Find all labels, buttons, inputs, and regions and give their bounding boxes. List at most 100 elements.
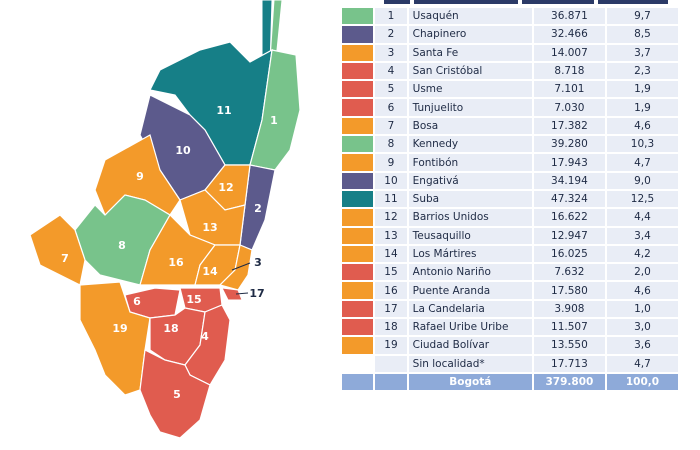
header-bar-pct	[598, 0, 668, 4]
color-swatch	[342, 300, 374, 318]
locality-name: Fontibón	[408, 154, 532, 171]
row-index: 16	[375, 282, 407, 299]
locality-name: Antonio Nariño	[408, 264, 532, 281]
color-swatch	[342, 136, 374, 153]
map-label-14: 14	[202, 265, 218, 278]
table-row: 11 Suba 47.324 12,5	[342, 190, 678, 208]
table-row: Sin localidad* 17.713 4,7	[342, 355, 678, 372]
map-label-12: 12	[218, 181, 233, 194]
locality-name: Tunjuelito	[408, 99, 532, 116]
total-name: Bogotá	[408, 373, 532, 391]
locality-name: Kennedy	[408, 136, 532, 153]
total-percent: 100,0	[606, 373, 678, 391]
color-swatch	[342, 172, 374, 189]
color-swatch	[342, 99, 374, 116]
locality-percent: 8,5	[606, 26, 678, 43]
table-row: 3 Santa Fe 14.007 3,7	[342, 44, 678, 61]
locality-value: 17.943	[533, 154, 605, 171]
map-label-13: 13	[202, 221, 217, 234]
map-label-3: 3	[254, 256, 262, 269]
locality-name: La Candelaria	[408, 300, 532, 318]
locality-name: Rafael Uribe Uribe	[408, 319, 532, 336]
locality-name: Ciudad Bolívar	[408, 337, 532, 354]
color-swatch	[342, 282, 374, 299]
row-index: 8	[375, 136, 407, 153]
table-row: 19 Ciudad Bolívar 13.550 3,6	[342, 337, 678, 354]
color-swatch	[342, 8, 374, 25]
row-index: 3	[375, 44, 407, 61]
locality-value: 16.025	[533, 245, 605, 263]
row-index: 18	[375, 319, 407, 336]
locality-value: 17.382	[533, 117, 605, 135]
locality-value: 16.622	[533, 209, 605, 226]
table-row: 18 Rafael Uribe Uribe 11.507 3,0	[342, 319, 678, 336]
leader-line-3	[231, 262, 251, 271]
locality-value: 32.466	[533, 26, 605, 43]
table-row: 2 Chapinero 32.466 8,5	[342, 26, 678, 43]
total-row: Bogotá 379.800 100,0	[342, 373, 678, 391]
locality-value: 7.632	[533, 264, 605, 281]
row-index: 6	[375, 99, 407, 116]
total-swatch	[342, 373, 374, 391]
map-label-11: 11	[216, 104, 231, 117]
locality-value: 47.324	[533, 190, 605, 208]
table-row: 8 Kennedy 39.280 10,3	[342, 136, 678, 153]
locality-percent: 3,4	[606, 227, 678, 244]
row-index: 1	[375, 8, 407, 25]
locality-value: 3.908	[533, 300, 605, 318]
locality-name: Usme	[408, 81, 532, 98]
map-label-10: 10	[175, 144, 191, 157]
locality-percent: 4,6	[606, 117, 678, 135]
locality-value: 17.580	[533, 282, 605, 299]
map-label-8: 8	[118, 239, 126, 252]
color-swatch	[342, 81, 374, 98]
color-swatch	[342, 44, 374, 61]
region-17	[221, 287, 243, 301]
total-index	[375, 373, 407, 391]
locality-percent: 1,9	[606, 99, 678, 116]
locality-name: San Cristóbal	[408, 62, 532, 80]
map-label-4: 4	[201, 330, 209, 343]
leader-line-17	[235, 292, 249, 295]
table-row: 12 Barrios Unidos 16.622 4,4	[342, 209, 678, 226]
color-swatch	[342, 190, 374, 208]
locality-percent: 9,7	[606, 8, 678, 25]
row-index: 13	[375, 227, 407, 244]
locality-name: Usaquén	[408, 8, 532, 25]
locality-percent: 2,3	[606, 62, 678, 80]
table-body: 1 Usaquén 36.871 9,7 2 Chapinero 32.466 8,5 3 San…	[342, 8, 678, 391]
locality-name: Los Mártires	[408, 245, 532, 263]
region-7	[29, 214, 86, 286]
locality-value: 13.550	[533, 337, 605, 354]
locality-name: Teusaquillo	[408, 227, 532, 244]
map-label-9: 9	[136, 170, 144, 183]
color-swatch	[342, 62, 374, 80]
table-row: 5 Usme 7.101 1,9	[342, 81, 678, 98]
row-index: 12	[375, 209, 407, 226]
total-value: 379.800	[533, 373, 605, 391]
locality-percent: 4,7	[606, 355, 678, 372]
locality-name: Engativá	[408, 172, 532, 189]
locality-name: Suba	[408, 190, 532, 208]
locality-name: Chapinero	[408, 26, 532, 43]
map-label-6: 6	[133, 295, 141, 308]
locality-percent: 4,2	[606, 245, 678, 263]
locality-value: 34.194	[533, 172, 605, 189]
locality-name: Puente Aranda	[408, 282, 532, 299]
map-label-19: 19	[112, 322, 127, 335]
locality-value: 14.007	[533, 44, 605, 61]
table-row: 10 Engativá 34.194 9,0	[342, 172, 678, 189]
locality-percent: 1,9	[606, 81, 678, 98]
locality-value: 36.871	[533, 8, 605, 25]
color-swatch	[342, 355, 374, 372]
row-index: 19	[375, 337, 407, 354]
color-swatch	[342, 337, 374, 354]
row-index: 7	[375, 117, 407, 135]
locality-percent: 3,7	[606, 44, 678, 61]
locality-percent: 2,0	[606, 264, 678, 281]
header-bar-index	[384, 0, 410, 4]
locality-value: 39.280	[533, 136, 605, 153]
locality-percent: 12,5	[606, 190, 678, 208]
table-row: 9 Fontibón 17.943 4,7	[342, 154, 678, 171]
row-index: 15	[375, 264, 407, 281]
